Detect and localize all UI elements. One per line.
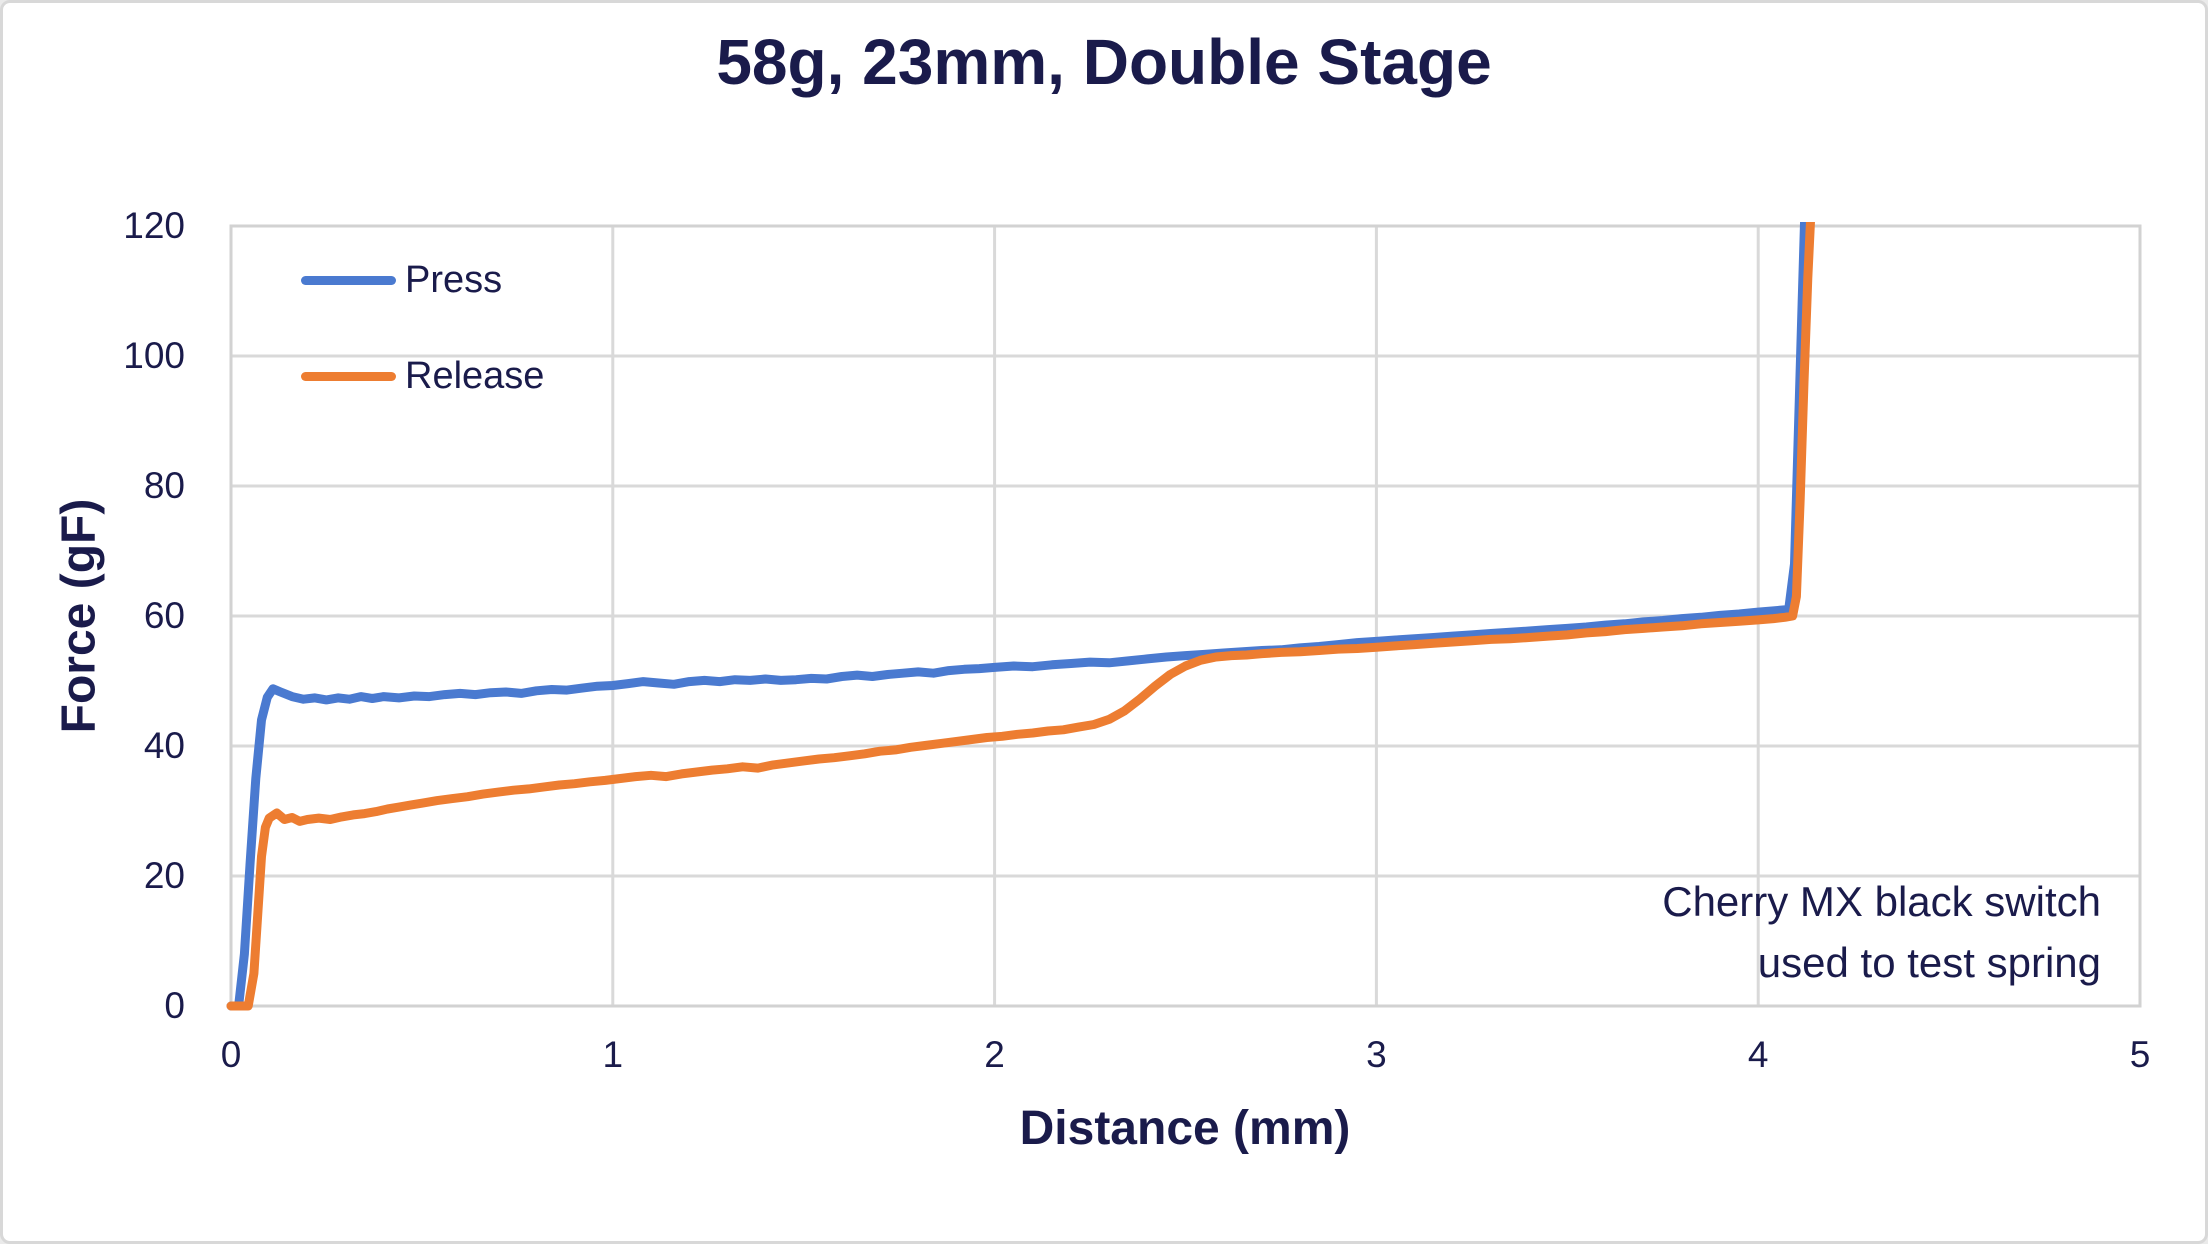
x-tick-label: 2 (984, 1034, 1005, 1075)
x-tick-label: 3 (1366, 1034, 1387, 1075)
force-curve-plot (226, 222, 2142, 1011)
legend-label-press: Press (405, 258, 503, 301)
x-tick-label: 4 (1747, 1034, 1769, 1075)
y-tick-label: 20 (143, 855, 185, 896)
y-tick-label: 80 (143, 465, 185, 506)
plot-border (229, 224, 2142, 1008)
x-tick-label: 0 (220, 1034, 242, 1075)
y-tick-label: 0 (164, 985, 185, 1026)
legend-label-release: Release (405, 354, 545, 397)
legend-item-press: Press (301, 255, 544, 305)
release-curve (226, 222, 1815, 1011)
chart-title: 58g, 23mm, Double Stage (716, 26, 1492, 98)
annotation-note: Cherry MX black switch used to test spri… (1662, 871, 2101, 993)
release-line-swatch (301, 371, 396, 381)
press-curve (226, 222, 1810, 1011)
x-tick-label: 5 (2129, 1034, 2151, 1075)
annotation-line-1: Cherry MX black switch (1662, 878, 2101, 925)
x-tick-label: 1 (602, 1034, 624, 1075)
y-tick-label: 100 (123, 335, 185, 376)
legend-item-release: Release (301, 351, 544, 401)
y-tick-label: 120 (123, 205, 185, 246)
y-tick-label: 60 (143, 595, 185, 636)
press-line-swatch (301, 275, 396, 285)
legend: Press Release (301, 255, 544, 447)
annotation-line-2: used to test spring (1757, 939, 2101, 986)
x-axis-title: Distance (mm) (1019, 1102, 1351, 1155)
y-tick-label: 40 (143, 725, 185, 766)
